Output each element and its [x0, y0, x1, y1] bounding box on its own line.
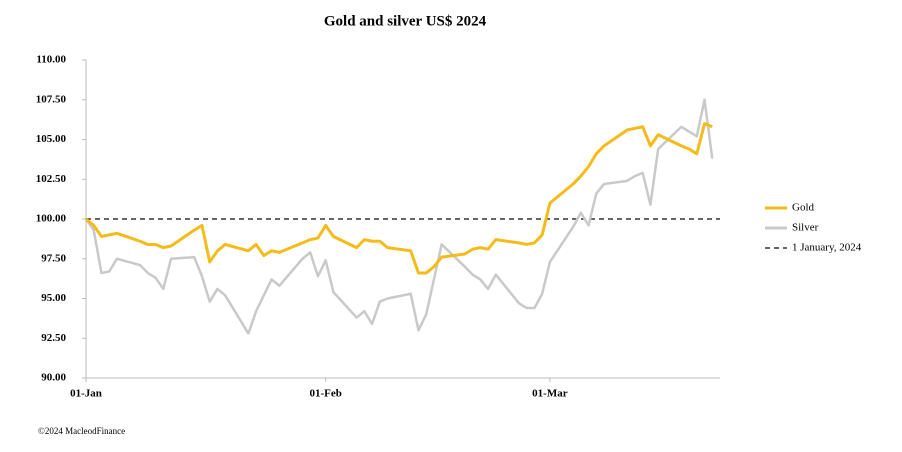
- legend-label: 1 January, 2024: [792, 242, 862, 254]
- y-tick-label: 92.50: [41, 332, 66, 344]
- y-tick-label: 102.50: [36, 173, 67, 185]
- y-tick-label: 100.00: [36, 213, 67, 225]
- chart-title: Gold and silver US$ 2024: [324, 13, 487, 29]
- series-line: [85, 122, 713, 275]
- y-tick-label: 107.50: [36, 93, 67, 105]
- y-tick-label: 90.00: [41, 372, 66, 384]
- legend-label: Gold: [792, 202, 815, 214]
- x-tick-label: 01-Feb: [309, 388, 341, 400]
- y-tick-label: 95.00: [41, 292, 66, 304]
- x-tick-label: 01-Jan: [70, 388, 102, 400]
- y-tick-label: 105.00: [36, 133, 67, 145]
- x-tick-label: 01-Mar: [532, 388, 568, 400]
- series-line: [84, 98, 714, 335]
- y-tick-label: 97.50: [41, 252, 66, 264]
- y-tick-label: 110.00: [36, 54, 66, 66]
- source: ©2024 MacleodFinance: [38, 426, 125, 436]
- legend-label: Silver: [792, 222, 819, 234]
